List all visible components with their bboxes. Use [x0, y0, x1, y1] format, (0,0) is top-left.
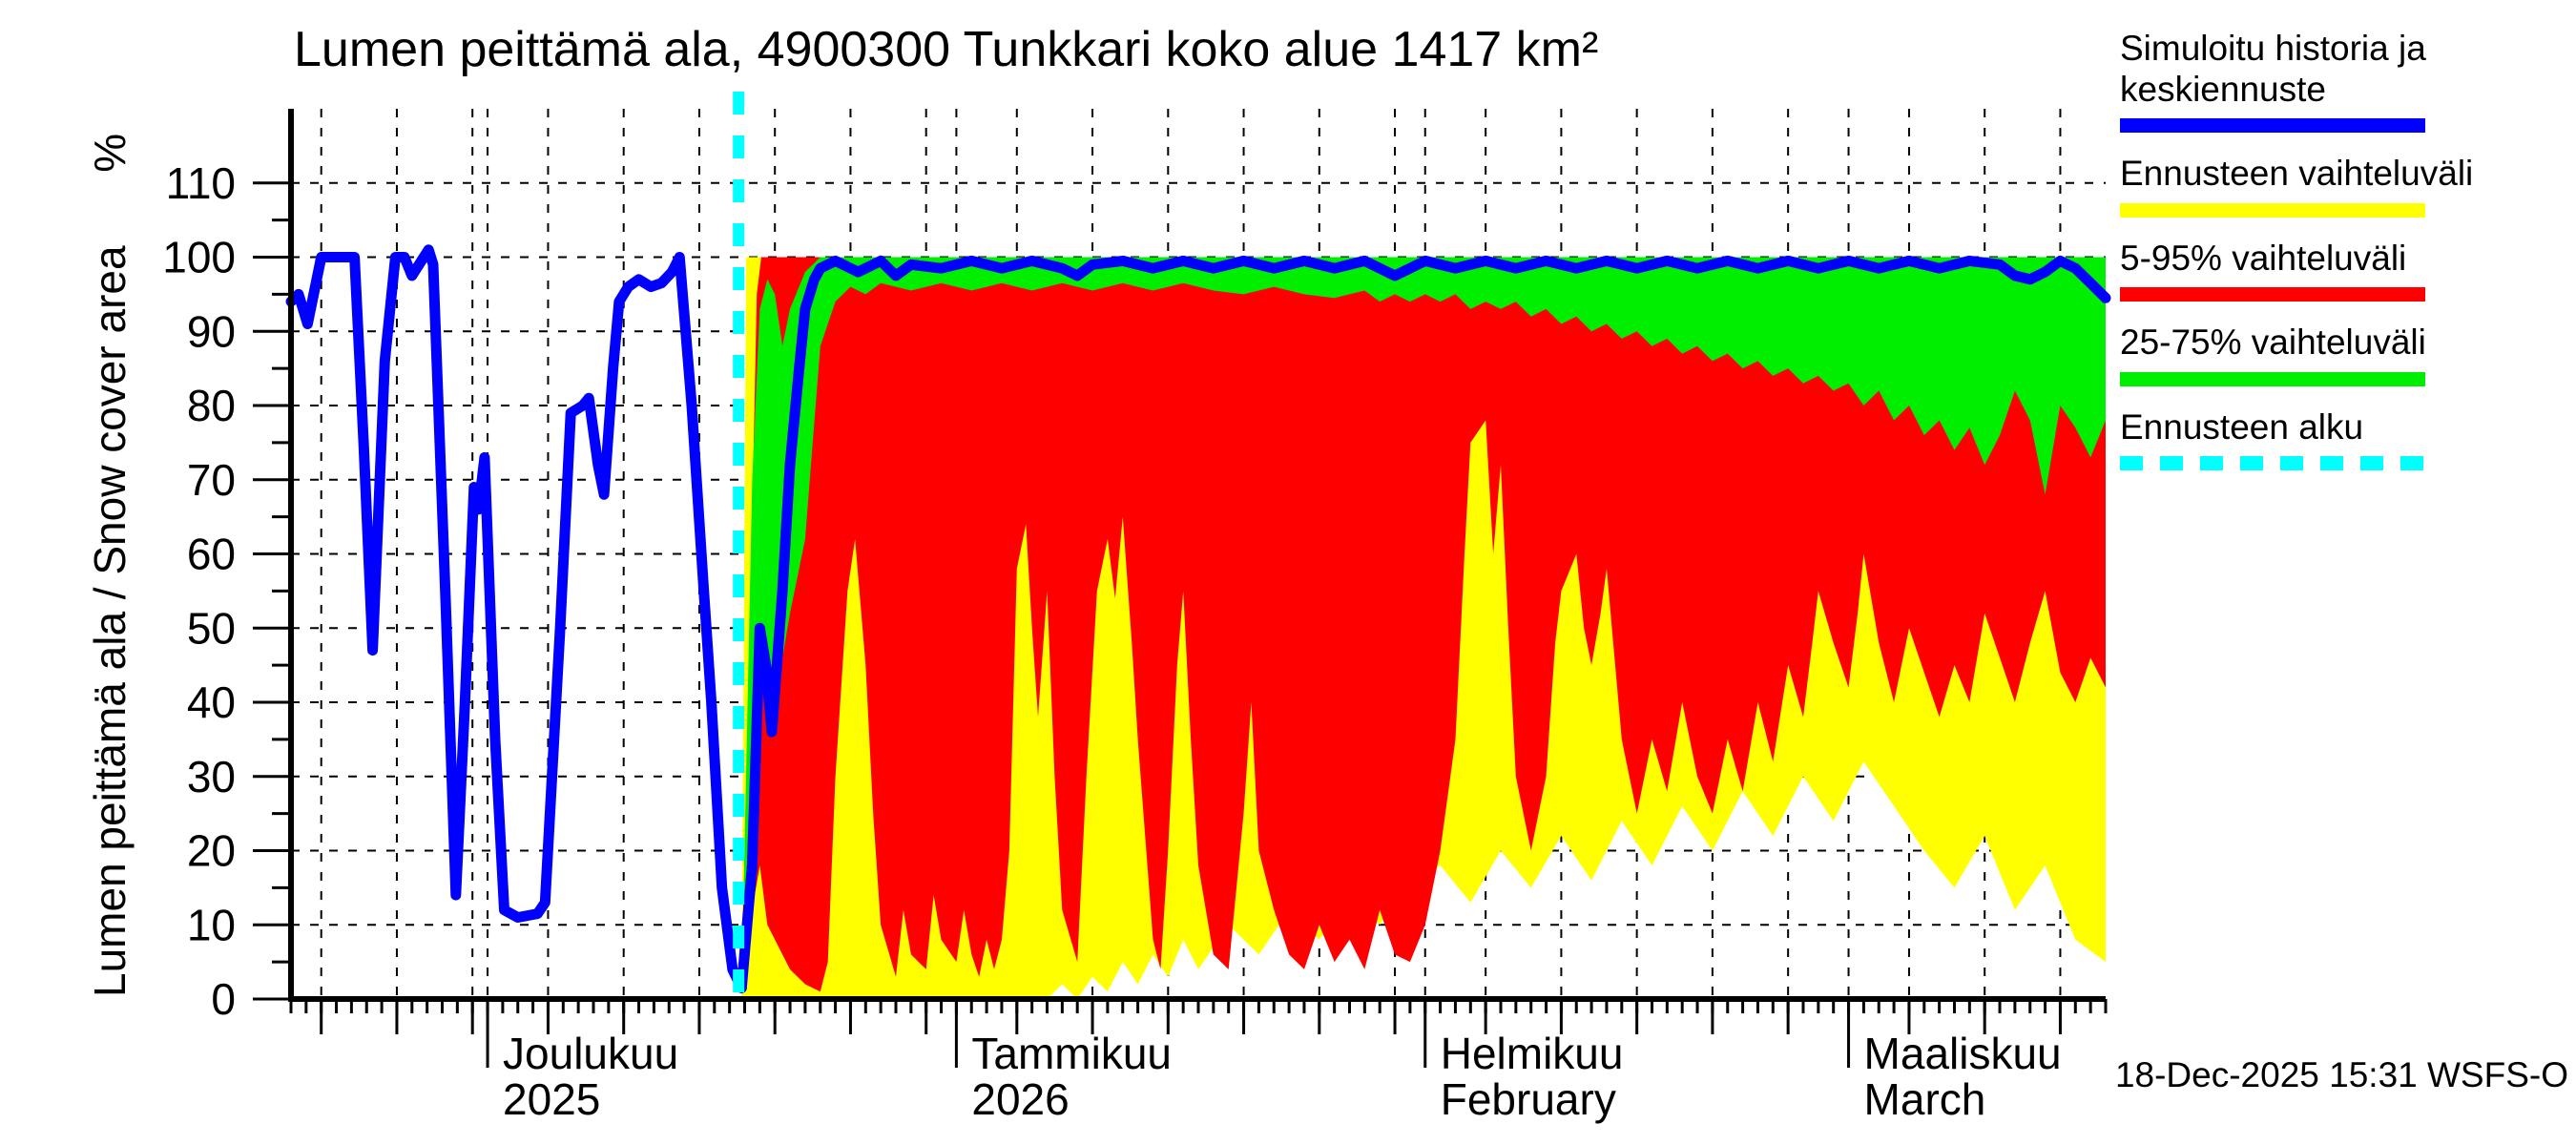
legend-swatch-range-25-75: [2120, 371, 2425, 386]
svg-text:90: 90: [187, 306, 236, 356]
svg-text:70: 70: [187, 455, 236, 505]
svg-text:20: 20: [187, 826, 236, 876]
svg-text:30: 30: [187, 752, 236, 802]
legend-swatch-simulated-history-median: [2120, 118, 2425, 134]
legend-item-range-5-95: 5-95% vaihteluväli: [2120, 239, 2540, 302]
timestamp: 18-Dec-2025 15:31 WSFS-O: [2114, 1055, 2568, 1094]
x-axis-ticks: [289, 999, 2108, 1068]
svg-text:60: 60: [187, 530, 236, 579]
legend: Simuloitu historia ja keskiennuste Ennust…: [2120, 29, 2540, 491]
legend-label: 5-95% vaihteluväli: [2120, 238, 2407, 278]
svg-text:0: 0: [211, 974, 236, 1024]
svg-text:March: March: [1864, 1074, 1986, 1124]
legend-label: 25-75% vaihteluväli: [2120, 323, 2426, 363]
legend-label: Simuloitu historia ja keskiennuste: [2120, 29, 2426, 109]
svg-text:110: 110: [166, 158, 236, 208]
legend-swatch-forecast-range: [2120, 202, 2425, 218]
svg-text:40: 40: [187, 677, 236, 727]
band-5-95-red: [741, 257, 2106, 996]
y-axis-ticks: 0 10 20 30 40 50 60 70 80 90 100 110: [162, 158, 291, 1024]
svg-text:Tammikuu: Tammikuu: [971, 1029, 1172, 1078]
svg-text:2026: 2026: [971, 1074, 1069, 1124]
legend-item-forecast-start: Ennusteen alku: [2120, 407, 2540, 471]
legend-label: Ennusteen alku: [2120, 406, 2364, 447]
svg-text:Helmikuu: Helmikuu: [1441, 1029, 1624, 1078]
svg-text:Joulukuu: Joulukuu: [503, 1029, 678, 1078]
svg-text:100: 100: [162, 233, 236, 282]
svg-text:2025: 2025: [503, 1074, 600, 1124]
svg-text:Maaliskuu: Maaliskuu: [1864, 1029, 2062, 1078]
legend-swatch-range-5-95: [2120, 287, 2425, 302]
legend-swatch-forecast-start: [2120, 456, 2425, 471]
legend-item-range-25-75: 25-75% vaihteluväli: [2120, 323, 2540, 386]
legend-label: Ennusteen vaihteluväli: [2120, 154, 2474, 194]
legend-item-forecast-range: Ennusteen vaihteluväli: [2120, 154, 2540, 218]
svg-text:10: 10: [187, 900, 236, 949]
band-25-75-green: [741, 257, 2106, 993]
svg-text:80: 80: [187, 381, 236, 430]
legend-item-simulated-history-median: Simuloitu historia ja keskiennuste: [2120, 29, 2540, 134]
svg-text:50: 50: [187, 603, 236, 653]
median-line-blue: [285, 244, 2111, 993]
chart-title: Lumen peittämä ala, 4900300 Tunkkari kok…: [294, 22, 1599, 77]
svg-text:February: February: [1441, 1074, 1616, 1124]
